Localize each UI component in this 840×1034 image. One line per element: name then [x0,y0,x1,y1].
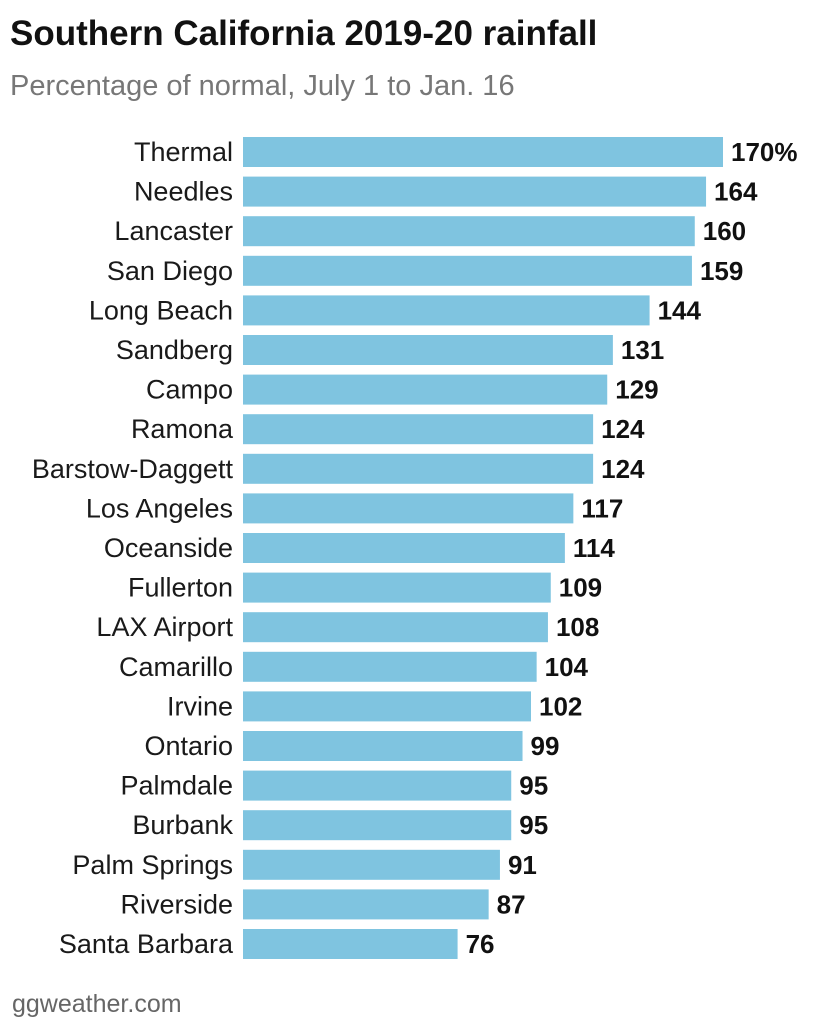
bar [243,731,523,761]
value-label: 76 [466,929,495,959]
category-label: Oceanside [104,533,233,563]
category-label: Los Angeles [86,493,233,523]
bar [243,770,512,801]
bar [243,137,723,167]
value-label: 124 [601,414,645,444]
value-label: 159 [700,256,743,286]
bar [243,533,565,563]
category-label: Long Beach [89,295,233,325]
bar [243,691,531,722]
bar [243,374,608,405]
bar [243,849,500,880]
value-label: 164 [714,177,758,207]
category-label: Palmdale [120,771,233,801]
bar [243,651,537,682]
category-label: Sandberg [116,335,233,365]
value-label: 124 [601,454,645,484]
bar [243,335,613,365]
category-label: Irvine [167,691,233,721]
value-label: 87 [497,889,526,919]
category-label: Fullerton [128,573,233,603]
category-label: Barstow-Daggett [32,454,234,484]
value-label: 117 [581,493,623,523]
value-label: 160 [703,216,746,246]
value-label: 131 [621,335,664,365]
value-label: 108 [556,612,599,642]
category-label: Palm Springs [72,850,233,880]
bar [243,255,692,286]
category-label: Santa Barbara [59,929,234,959]
value-label: 144 [658,295,702,325]
bar [243,929,458,959]
category-label: Needles [134,177,233,207]
source-credit: ggweather.com [12,990,182,1018]
bar [243,216,695,247]
bar [243,572,551,603]
bar [243,414,594,445]
value-label: 95 [519,771,548,801]
category-label: Riverside [120,889,233,919]
category-label: San Diego [107,256,233,286]
value-label: 102 [539,691,582,721]
value-label: 95 [519,810,548,840]
category-label: Ramona [131,414,234,444]
bar [243,810,512,841]
category-label: LAX Airport [96,612,233,642]
value-label: 129 [615,375,658,405]
category-label: Lancaster [114,216,233,246]
value-label: 114 [573,533,615,563]
value-label: 109 [559,573,602,603]
category-label: Burbank [132,810,233,840]
category-label: Campo [146,375,233,405]
bar [243,612,548,643]
bar [243,493,574,524]
value-label: 91 [508,850,537,880]
category-label: Camarillo [119,652,233,682]
category-label: Ontario [144,731,233,761]
chart-title: Southern California 2019-20 rainfall [10,14,598,53]
bar [243,453,594,484]
category-label: Thermal [134,137,233,167]
bar [243,889,489,920]
value-label: 104 [545,652,589,682]
value-label: 99 [531,731,560,761]
chart-subtitle: Percentage of normal, July 1 to Jan. 16 [10,70,515,102]
bar [243,176,707,207]
value-label: 170% [731,137,798,167]
bar [243,295,650,326]
